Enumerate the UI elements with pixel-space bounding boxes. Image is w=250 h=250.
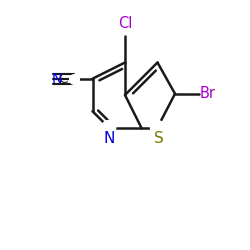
Circle shape xyxy=(150,120,164,134)
Text: Cl: Cl xyxy=(118,16,132,31)
Text: N: N xyxy=(103,131,115,146)
Text: C: C xyxy=(58,72,68,86)
Text: S: S xyxy=(154,131,164,146)
Text: Br: Br xyxy=(200,86,216,101)
Circle shape xyxy=(102,120,116,134)
Text: N: N xyxy=(52,72,62,86)
